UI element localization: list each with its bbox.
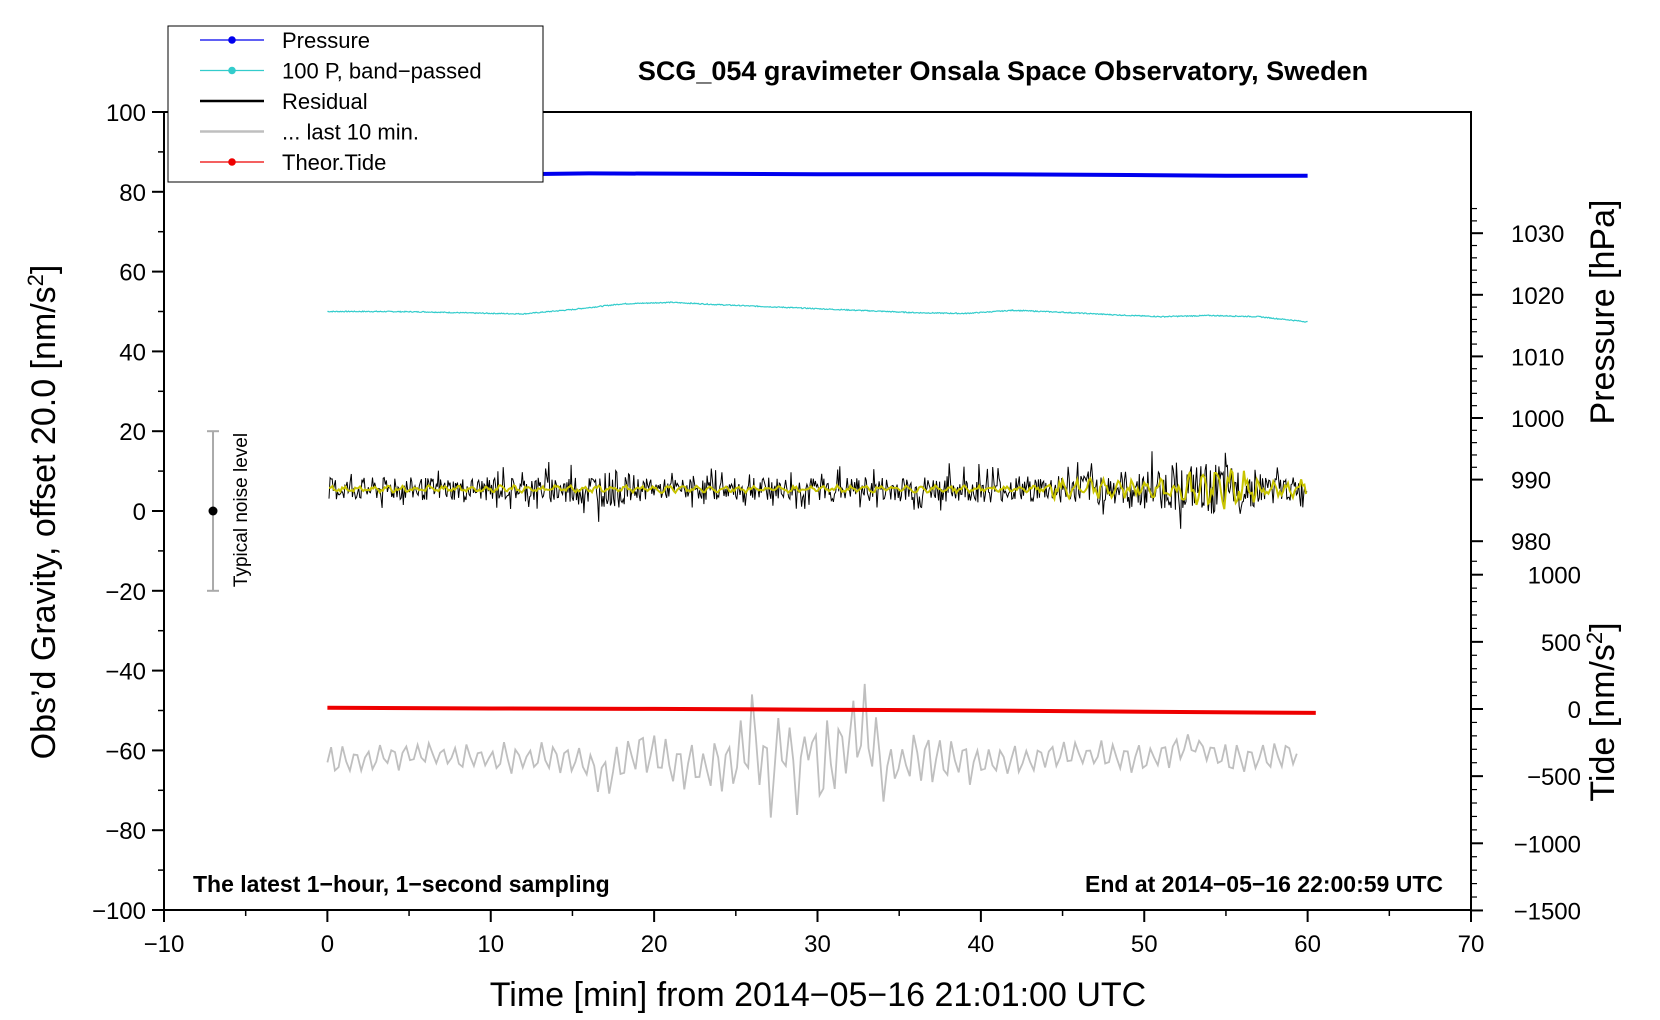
- y-axis-label-tide-sup: 2: [1582, 632, 1607, 644]
- y-tick-label: −20: [105, 579, 146, 606]
- y-tick-label: −100: [92, 898, 146, 925]
- x-tick-label: 50: [1131, 931, 1158, 958]
- annotation-bottom-right: End at 2014−05−16 22:00:59 UTC: [1085, 871, 1443, 897]
- noise-bar-center-dot: [208, 506, 218, 516]
- tide-tick-label: 1000: [1528, 563, 1581, 590]
- y-tick-label: 60: [119, 260, 146, 287]
- y-tick-label: −40: [105, 659, 146, 686]
- y-axis-label-tide-text: Tide [nm/s: [1584, 644, 1622, 801]
- x-tick-label: 20: [641, 931, 668, 958]
- y-axis-label-gravity-sup: 2: [23, 274, 48, 286]
- legend-label: Residual: [282, 89, 368, 114]
- pressure-tick-label: 1010: [1511, 344, 1564, 371]
- legend-label: ... last 10 min.: [282, 120, 419, 145]
- tide-tick-label: −1000: [1514, 831, 1581, 858]
- annotation-bottom-left: The latest 1−hour, 1−second sampling: [193, 871, 610, 897]
- legend-box: [167, 25, 544, 183]
- tide-tick-label: −1500: [1514, 898, 1581, 925]
- y-tick-label: 100: [106, 100, 146, 127]
- plot-frame: [163, 111, 1472, 911]
- pressure-tick-label: 1020: [1511, 283, 1564, 310]
- y-axis-label-gravity: Obs’d Gravity, offset 20.0 [nm/s2]: [23, 265, 63, 760]
- y-axis-label-tide-end: ]: [1584, 622, 1622, 631]
- x-tick-label: 70: [1458, 931, 1485, 958]
- tide-tick-label: −500: [1527, 764, 1581, 791]
- y-axis-label-gravity-end: ]: [25, 265, 63, 274]
- legend-marker: [228, 36, 236, 44]
- y-tick-label: 80: [119, 180, 146, 207]
- x-tick-label: −10: [144, 931, 185, 958]
- noise-level-label: Typical noise level: [231, 433, 252, 587]
- pressure-tick-label: 980: [1511, 529, 1551, 556]
- legend-marker: [228, 66, 236, 75]
- y-axis-label-tide: Tide [nm/s2]: [1582, 622, 1622, 801]
- y-tick-label: −80: [105, 818, 146, 845]
- y-tick-label: −60: [105, 738, 146, 765]
- pressure-tick-label: 1000: [1511, 406, 1564, 433]
- x-tick-label: 10: [477, 931, 504, 958]
- x-tick-label: 60: [1294, 931, 1321, 958]
- legend-label: Pressure: [282, 28, 370, 53]
- chart-title: SCG_054 gravimeter Onsala Space Observat…: [638, 56, 1368, 86]
- y-tick-label: 0: [133, 499, 146, 526]
- y-axis-label-pressure: Pressure [hPa]: [1584, 200, 1622, 425]
- axes-layer: −10 0 10 20 30 40 50 60 70−100−80−60−40−20020406…: [92, 100, 1581, 958]
- y-tick-label: 40: [119, 339, 146, 366]
- x-axis-label: Time [min] from 2014−05−16 21:01:00 UTC: [490, 976, 1146, 1014]
- series-last-10-min-line: [326, 683, 1298, 818]
- pressure-tick-label: 1030: [1511, 221, 1564, 248]
- legend-label: Theor.Tide: [282, 150, 386, 175]
- residual-smoothed-line: [328, 467, 1307, 510]
- legend-marker: [228, 158, 236, 166]
- tide-tick-label: 500: [1541, 630, 1581, 657]
- y-axis-label-gravity-text: Obs’d Gravity, offset 20.0 [nm/s: [25, 286, 63, 759]
- pressure-tick-label: 990: [1511, 468, 1551, 495]
- x-tick-label: 0: [321, 931, 334, 958]
- series-tide-line: [327, 705, 1316, 715]
- series-band-passed-line: [327, 301, 1308, 323]
- x-tick-label: 40: [968, 931, 995, 958]
- tide-tick-label: 0: [1568, 697, 1581, 724]
- legend: Pressure 100 P, band−passed Residual ... la…: [167, 25, 544, 183]
- data-layer: [207, 171, 1316, 818]
- y-tick-label: 20: [119, 419, 146, 446]
- legend-label: 100 P, band−passed: [282, 59, 482, 84]
- x-tick-label: 30: [804, 931, 831, 958]
